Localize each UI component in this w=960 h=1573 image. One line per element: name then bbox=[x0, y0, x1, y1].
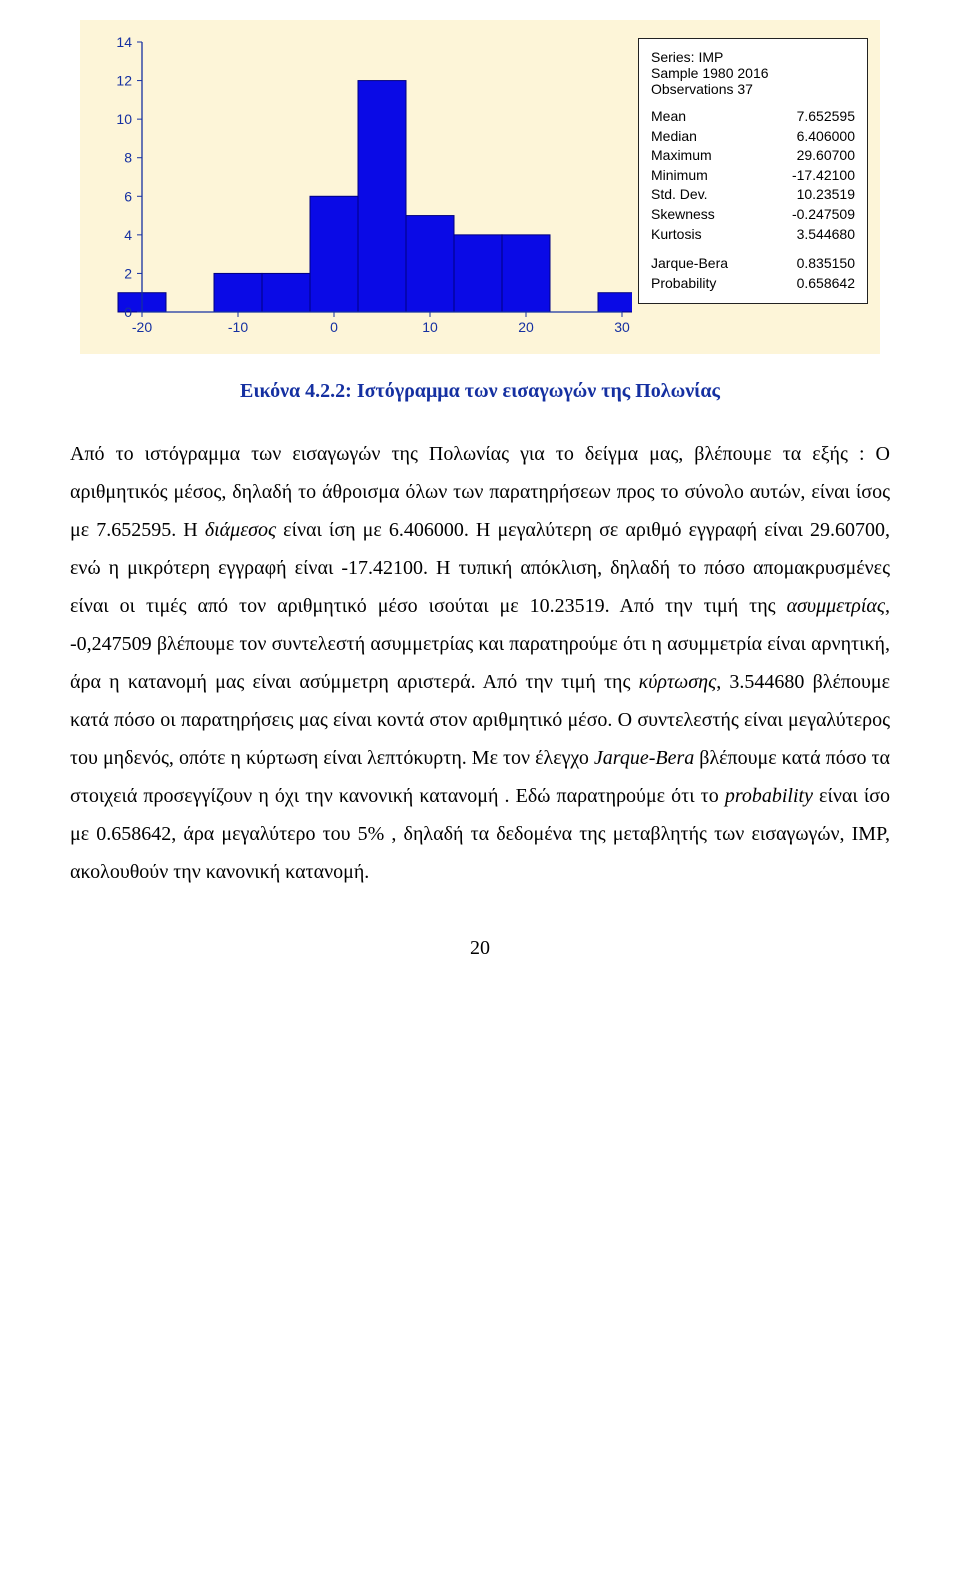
stats-value: 10.23519 bbox=[797, 185, 855, 205]
body-italic-jarque-bera: Jarque-Bera bbox=[594, 747, 694, 769]
svg-text:20: 20 bbox=[518, 319, 534, 335]
body-italic-kurtosis: κύρτωσης bbox=[639, 671, 717, 693]
stats-value: 29.60700 bbox=[797, 146, 855, 166]
stats-label: Mean bbox=[651, 107, 797, 127]
stats-label: Std. Dev. bbox=[651, 185, 797, 205]
stats-row: Minimum-17.42100 bbox=[651, 166, 855, 186]
svg-text:2: 2 bbox=[124, 265, 132, 281]
stats-main-group: Mean7.652595Median6.406000Maximum29.6070… bbox=[651, 107, 855, 244]
stats-value: 3.544680 bbox=[797, 225, 855, 245]
body-paragraph: Από το ιστόγραμμα των εισαγωγών της Πολω… bbox=[70, 435, 890, 891]
stats-label: Minimum bbox=[651, 166, 792, 186]
svg-text:0: 0 bbox=[124, 304, 132, 320]
svg-text:6: 6 bbox=[124, 188, 132, 204]
stats-row: Std. Dev.10.23519 bbox=[651, 185, 855, 205]
stats-value: 7.652595 bbox=[797, 107, 855, 127]
stats-value: 0.835150 bbox=[797, 254, 855, 274]
stats-label: Skewness bbox=[651, 205, 792, 225]
stats-label: Kurtosis bbox=[651, 225, 797, 245]
stats-label: Median bbox=[651, 127, 797, 147]
stats-series: Series: IMP bbox=[651, 49, 855, 65]
stats-value: -17.42100 bbox=[792, 166, 855, 186]
svg-text:-10: -10 bbox=[228, 319, 248, 335]
svg-text:10: 10 bbox=[116, 111, 132, 127]
svg-text:0: 0 bbox=[330, 319, 338, 335]
stats-header: Series: IMP Sample 1980 2016 Observation… bbox=[651, 49, 855, 97]
stats-row: Maximum29.60700 bbox=[651, 146, 855, 166]
body-italic-asymmetria: ασυμμετρίας bbox=[787, 595, 885, 617]
stats-value: 6.406000 bbox=[797, 127, 855, 147]
figure-caption: Εικόνα 4.2.2: Ιστόγραμμα των εισαγωγών τ… bbox=[0, 380, 960, 403]
stats-observations: Observations 37 bbox=[651, 81, 855, 97]
stats-sample: Sample 1980 2016 bbox=[651, 65, 855, 81]
svg-text:30: 30 bbox=[614, 319, 630, 335]
stats-row: Probability0.658642 bbox=[651, 274, 855, 294]
svg-text:4: 4 bbox=[124, 227, 132, 243]
stats-value: -0.247509 bbox=[792, 205, 855, 225]
svg-text:-20: -20 bbox=[132, 319, 152, 335]
stats-label: Jarque-Bera bbox=[651, 254, 797, 274]
stats-row: Skewness-0.247509 bbox=[651, 205, 855, 225]
page-number: 20 bbox=[0, 937, 960, 960]
stats-row: Jarque-Bera0.835150 bbox=[651, 254, 855, 274]
stats-row: Median6.406000 bbox=[651, 127, 855, 147]
svg-text:14: 14 bbox=[116, 34, 132, 50]
histogram-chart: 0 2 4 6 8 10 12 14 -20 -10 0 10 20 30 bbox=[92, 32, 632, 342]
histogram-inner: 0 2 4 6 8 10 12 14 -20 -10 0 10 20 30 Series: IMP Sam… bbox=[92, 32, 868, 342]
histogram-panel: 0 2 4 6 8 10 12 14 -20 -10 0 10 20 30 Series: IMP Sam… bbox=[80, 20, 880, 354]
svg-text:10: 10 bbox=[422, 319, 438, 335]
svg-text:8: 8 bbox=[124, 150, 132, 166]
body-italic-probability: probability bbox=[725, 785, 813, 807]
stats-value: 0.658642 bbox=[797, 274, 855, 294]
stats-label: Maximum bbox=[651, 146, 797, 166]
stats-row: Kurtosis3.544680 bbox=[651, 225, 855, 245]
stats-row: Mean7.652595 bbox=[651, 107, 855, 127]
stats-label: Probability bbox=[651, 274, 797, 294]
stats-box: Series: IMP Sample 1980 2016 Observation… bbox=[638, 38, 868, 304]
body-italic-diamesos: διάμεσος bbox=[205, 519, 276, 541]
stats-test-group: Jarque-Bera0.835150Probability0.658642 bbox=[651, 254, 855, 293]
svg-text:12: 12 bbox=[116, 73, 132, 89]
